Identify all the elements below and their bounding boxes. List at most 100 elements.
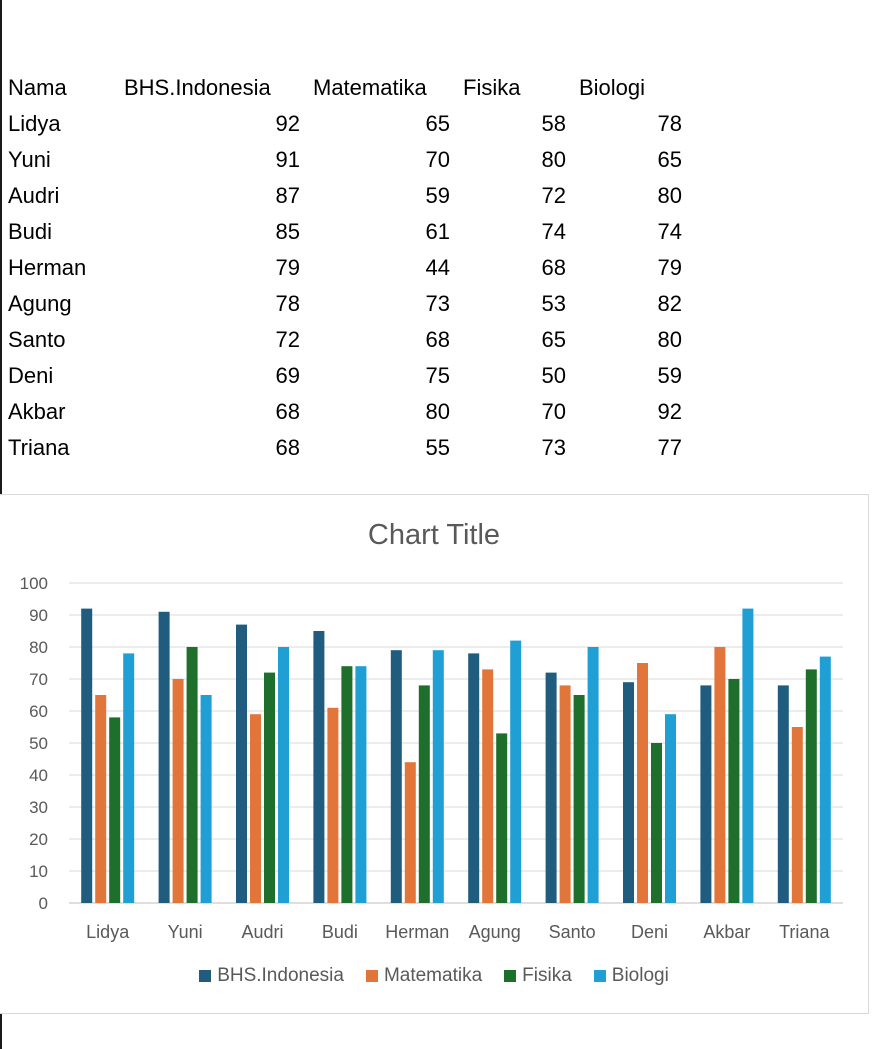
table-row: Audri 87 59 72 80	[0, 178, 720, 214]
legend-label: Fisika	[522, 965, 572, 986]
cell-matematika[interactable]: 73	[425, 291, 450, 316]
chart-title[interactable]: Chart Title	[367, 519, 501, 551]
cell-fisika[interactable]: 68	[541, 255, 566, 280]
cell-nama[interactable]: Herman	[8, 255, 87, 280]
cell-nama[interactable]: Lidya	[8, 111, 61, 136]
cell-fisika[interactable]: 70	[541, 399, 566, 424]
x-tick-label: Agung	[469, 922, 521, 942]
header-matematika[interactable]: Matematika	[313, 75, 427, 100]
cell-matematika[interactable]: 44	[425, 255, 450, 280]
bar	[805, 669, 817, 903]
cell-fisika[interactable]: 73	[541, 435, 566, 460]
header-fisika[interactable]: Fisika	[463, 75, 521, 100]
cell-matematika[interactable]: 75	[425, 363, 450, 388]
cell-biologi[interactable]: 80	[657, 327, 682, 352]
y-tick-label: 100	[20, 574, 48, 593]
cell-nama[interactable]: Santo	[8, 327, 66, 352]
cell-fisika[interactable]: 80	[541, 147, 566, 172]
y-tick-label: 60	[29, 702, 48, 721]
cell-fisika[interactable]: 58	[541, 111, 566, 136]
legend-swatch	[365, 970, 378, 982]
cell-bhs-indonesia[interactable]: 78	[275, 291, 300, 316]
cell-biologi[interactable]: 77	[657, 435, 682, 460]
cell-biologi[interactable]: 92	[657, 399, 682, 424]
cell-matematika[interactable]: 59	[425, 183, 450, 208]
header-nama[interactable]: Nama	[8, 75, 67, 100]
cell-bhs-indonesia[interactable]: 92	[275, 111, 300, 136]
bar	[200, 695, 212, 903]
y-tick-label: 40	[29, 766, 48, 785]
cell-fisika[interactable]: 50	[541, 363, 566, 388]
table-row: Akbar 68 80 70 92	[0, 394, 720, 430]
bar	[81, 608, 93, 903]
cell-biologi[interactable]: 79	[657, 255, 682, 280]
cell-fisika[interactable]: 72	[541, 183, 566, 208]
cell-bhs-indonesia[interactable]: 68	[275, 435, 300, 460]
x-tick-label: Audri	[241, 922, 283, 942]
y-tick-label: 50	[29, 734, 48, 753]
cell-nama[interactable]: Agung	[8, 291, 72, 316]
x-tick-label: Yuni	[168, 922, 203, 942]
cell-biologi[interactable]: 74	[657, 219, 682, 244]
table-body: Lidya 92 65 58 78 Yuni 91 70 80 65 Audri 87 59 72 80 Bu…	[0, 106, 720, 466]
bar	[742, 608, 754, 903]
legend-label: Matematika	[383, 965, 483, 986]
header-biologi[interactable]: Biologi	[579, 75, 646, 100]
bar	[109, 717, 121, 903]
bar	[236, 624, 247, 903]
bar	[714, 647, 726, 903]
bar	[545, 672, 557, 903]
cell-matematika[interactable]: 80	[425, 399, 450, 424]
cell-fisika[interactable]: 74	[541, 219, 566, 244]
cell-matematika[interactable]: 61	[425, 219, 450, 244]
cell-biologi[interactable]: 82	[657, 291, 682, 316]
cell-matematika[interactable]: 70	[425, 147, 450, 172]
header-bhs-indonesia[interactable]: BHS.Indonesia	[124, 75, 271, 100]
cell-biologi[interactable]: 59	[657, 363, 682, 388]
bar	[468, 653, 480, 903]
cell-nama[interactable]: Budi	[8, 219, 53, 244]
x-tick-label: Akbar	[703, 922, 750, 942]
bar	[432, 650, 444, 903]
legend-item[interactable]: Fisika	[504, 965, 572, 987]
cell-nama[interactable]: Yuni	[8, 147, 51, 172]
bar	[250, 714, 261, 903]
cell-fisika[interactable]: 53	[541, 291, 566, 316]
bar	[651, 743, 662, 903]
cell-bhs-indonesia[interactable]: 69	[275, 363, 300, 388]
legend-label: Biologi	[611, 965, 669, 986]
bar	[278, 647, 289, 903]
y-tick-label: 80	[29, 638, 48, 657]
y-tick-label: 90	[29, 606, 48, 625]
bar	[482, 669, 494, 903]
cell-nama[interactable]: Audri	[8, 183, 60, 208]
cell-nama[interactable]: Deni	[8, 363, 54, 388]
cell-nama[interactable]: Akbar	[8, 399, 66, 424]
cell-matematika[interactable]: 55	[425, 435, 450, 460]
bar	[623, 682, 634, 903]
legend-item[interactable]: Matematika	[365, 965, 483, 987]
cell-biologi[interactable]: 80	[657, 183, 682, 208]
cell-bhs-indonesia[interactable]: 79	[275, 255, 300, 280]
legend-label: BHS.Indonesia	[217, 965, 344, 986]
cell-bhs-indonesia[interactable]: 72	[275, 327, 300, 352]
cell-bhs-indonesia[interactable]: 85	[275, 219, 300, 244]
cell-bhs-indonesia[interactable]: 87	[275, 183, 300, 208]
legend-item[interactable]: Biologi	[593, 965, 669, 987]
cell-nama[interactable]: Triana	[8, 435, 70, 460]
cell-matematika[interactable]: 68	[425, 327, 450, 352]
legend-swatch	[199, 970, 212, 982]
bar	[390, 650, 402, 903]
cell-bhs-indonesia[interactable]: 91	[275, 147, 300, 172]
cell-fisika[interactable]: 65	[541, 327, 566, 352]
chart-container[interactable]: Chart Title 0 10 20 30 40 50 60 70 80 90 100 Lidya Y…	[0, 494, 869, 1014]
bar-chart: 0 10 20 30 40 50 60 70 80 90 100 Lidya Yuni Audri Budi…	[20, 574, 843, 942]
chart-legend[interactable]: BHS.Indonesia Matematika Fisika Biologi	[0, 965, 868, 987]
y-tick-label: 20	[29, 830, 48, 849]
legend-item[interactable]: BHS.Indonesia	[199, 965, 344, 987]
cell-bhs-indonesia[interactable]: 68	[275, 399, 300, 424]
data-table: Nama BHS.Indonesia Matematika Fisika Bio…	[0, 70, 720, 466]
cell-matematika[interactable]: 65	[425, 111, 450, 136]
cell-biologi[interactable]: 78	[657, 111, 682, 136]
cell-biologi[interactable]: 65	[657, 147, 682, 172]
